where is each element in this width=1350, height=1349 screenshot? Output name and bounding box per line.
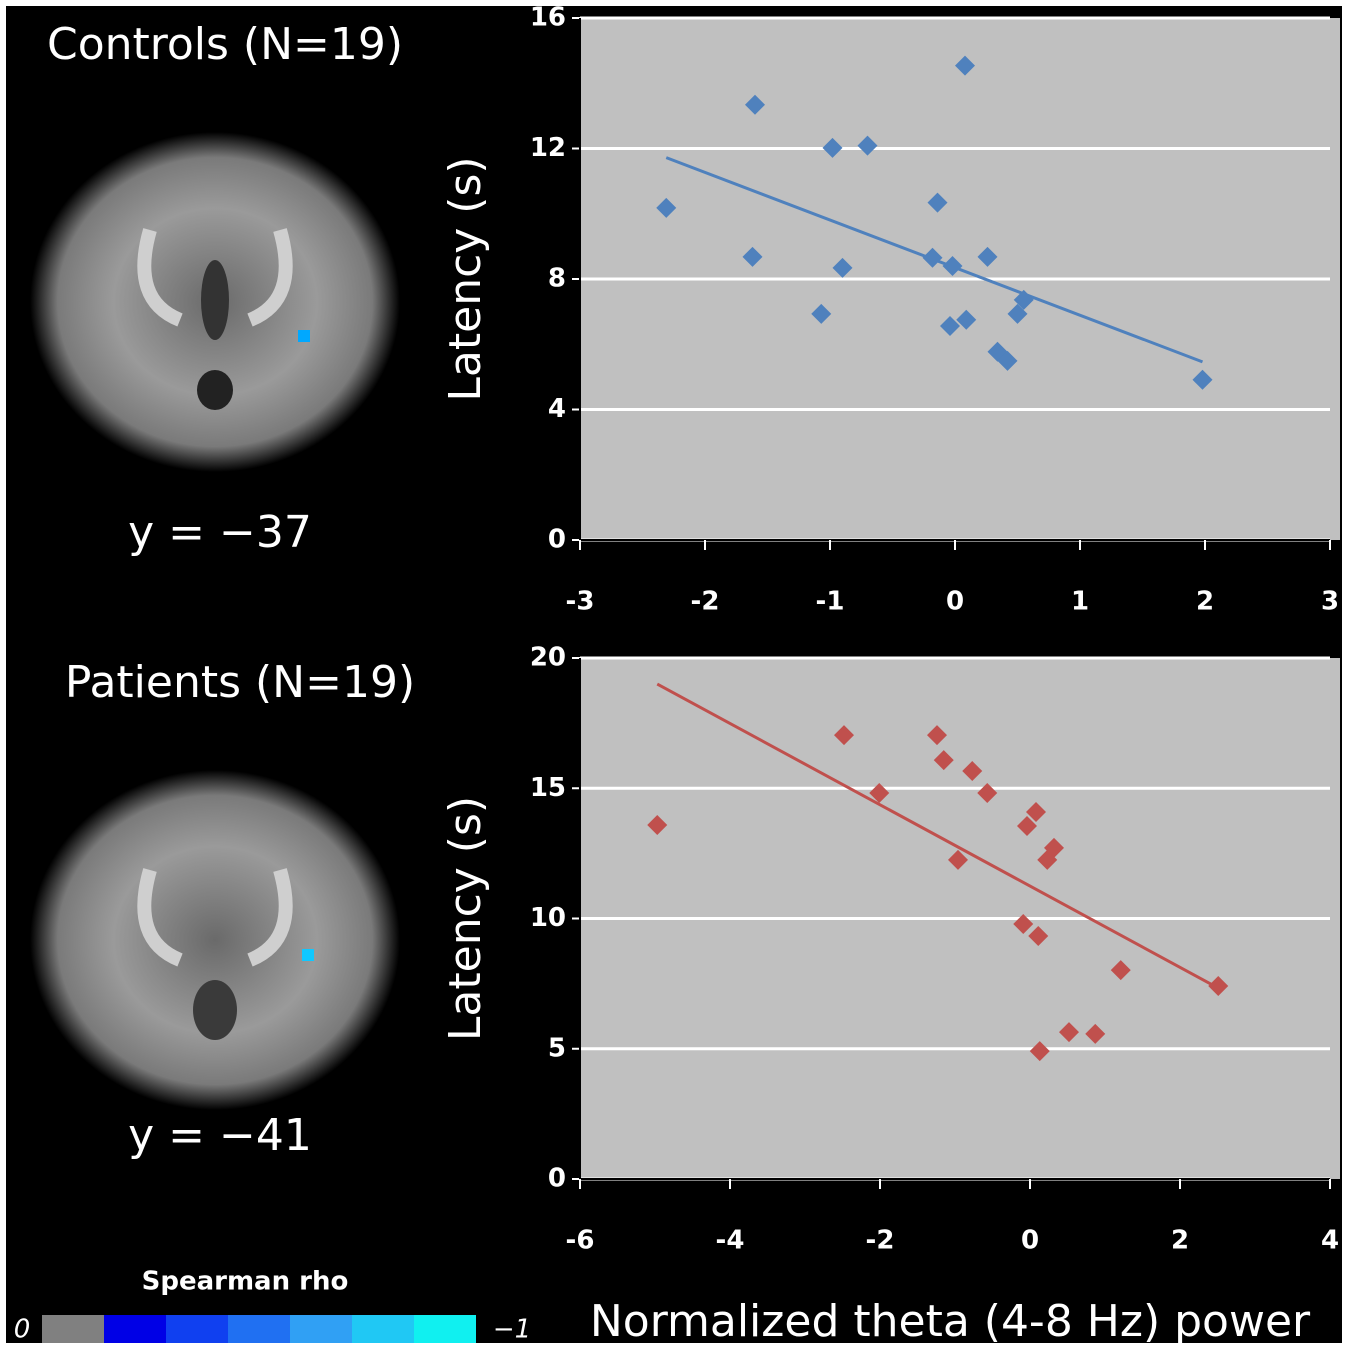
y-tick-label: 4: [548, 394, 566, 424]
x-tick-label: 2: [1171, 1226, 1189, 1256]
y-axis-label: Latency (s): [440, 796, 491, 1041]
colorbar-swatch: [352, 1315, 414, 1343]
panel-title: Controls (N=19): [47, 19, 403, 70]
colorbar-tick-label: −1: [493, 1315, 531, 1345]
x-tick-label: -3: [566, 587, 595, 617]
x-tick-label: 0: [946, 587, 964, 617]
brain-slice: [30, 132, 400, 472]
figure: Controls (N=19) y = −37 Patients (N=19) …: [0, 0, 1350, 1349]
brain-slice: [30, 770, 400, 1110]
page: Controls (N=19) y = −37 Patients (N=19) …: [0, 0, 1350, 1349]
colorbar-swatch: [228, 1315, 290, 1343]
x-tick-label: 0: [1021, 1226, 1039, 1256]
slice-label: y = −41: [128, 1110, 312, 1161]
y-tick-label: 20: [530, 643, 566, 673]
y-axis-label: Latency (s): [440, 156, 491, 401]
colorbar-swatch: [104, 1315, 166, 1343]
x-tick-label: -4: [716, 1226, 745, 1256]
colorbar-label: Spearman rho: [142, 1267, 349, 1297]
x-tick-label: -6: [566, 1226, 595, 1256]
y-tick-label: 10: [530, 903, 566, 933]
y-tick-label: 8: [548, 264, 566, 294]
x-tick-label: -2: [866, 1226, 895, 1256]
x-tick-label: -1: [816, 587, 845, 617]
colorbar-swatch: [414, 1315, 476, 1343]
y-tick-label: 0: [548, 1164, 566, 1194]
x-tick-label: -2: [691, 587, 720, 617]
x-axis-label: Normalized theta (4-8 Hz) power: [590, 1296, 1311, 1347]
y-tick-label: 12: [530, 133, 566, 163]
colorbar-swatch: [42, 1315, 104, 1343]
colorbar-swatch: [166, 1315, 228, 1343]
colorbar-swatch: [290, 1315, 352, 1343]
y-tick-label: 15: [530, 773, 566, 803]
x-tick-label: 4: [1321, 1226, 1339, 1256]
x-tick-label: 1: [1071, 587, 1089, 617]
panel-title: Patients (N=19): [65, 657, 415, 708]
y-tick-label: 5: [548, 1033, 566, 1063]
x-tick-label: 3: [1321, 587, 1339, 617]
y-tick-label: 0: [548, 525, 566, 555]
colorbar-tick-label: 0: [14, 1315, 31, 1345]
slice-label: y = −37: [128, 507, 312, 558]
x-tick-label: 2: [1196, 587, 1214, 617]
y-tick-label: 16: [530, 3, 566, 33]
